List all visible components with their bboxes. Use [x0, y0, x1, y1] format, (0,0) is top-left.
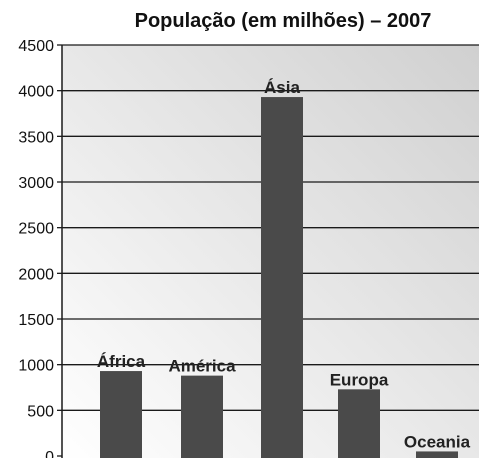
y-tick-label-1500: 1500	[18, 312, 54, 329]
y-tick-label-2500: 2500	[18, 221, 54, 238]
bar-label-3: Europa	[330, 370, 389, 389]
bar-3	[338, 389, 380, 458]
bar-label-0: África	[97, 352, 146, 371]
bar-label-1: América	[168, 357, 236, 376]
bars-group	[100, 97, 458, 458]
y-tick-label-3000: 3000	[18, 175, 54, 192]
y-tick-label-4500: 4500	[18, 38, 54, 55]
y-tick-label-3500: 3500	[18, 129, 54, 146]
y-tick-label-1000: 1000	[18, 358, 54, 375]
y-tick-label-0: 0	[45, 449, 54, 458]
y-tick-label-500: 500	[27, 403, 54, 420]
bar-0	[100, 371, 142, 458]
y-tick-label-2000: 2000	[18, 266, 54, 283]
bar-label-2: Ásia	[264, 78, 300, 97]
chart-title: População (em milhões) – 2007	[135, 10, 432, 32]
bar-4	[416, 451, 458, 458]
y-axis-ticks: 0 500 1000 1500 2000 2500 3000 3500 4000 4500	[18, 38, 62, 458]
bar-1	[181, 375, 223, 458]
y-tick-label-4000: 4000	[18, 84, 54, 101]
bar-2	[261, 97, 303, 458]
bar-labels: África América Ásia Europa Oceania	[97, 78, 471, 451]
bar-label-4: Oceania	[404, 432, 471, 451]
